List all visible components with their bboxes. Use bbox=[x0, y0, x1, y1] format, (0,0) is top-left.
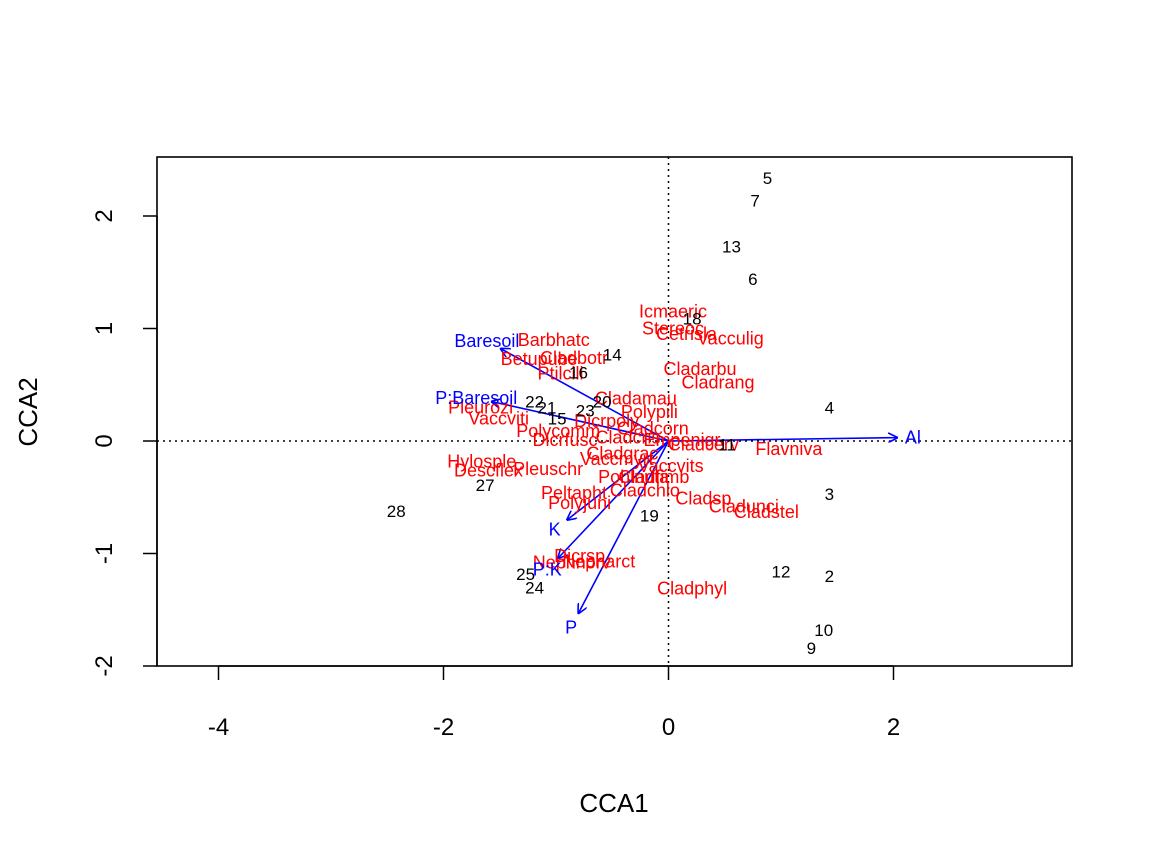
env-arrow bbox=[501, 349, 669, 442]
species-label: Pleuschr bbox=[513, 459, 583, 479]
species-label: Vacculig bbox=[697, 329, 764, 349]
species-label: Cladsp bbox=[675, 488, 731, 508]
site-label: 9 bbox=[807, 639, 816, 658]
species-label: Hylosple bbox=[447, 451, 516, 471]
site-label: 4 bbox=[825, 398, 834, 417]
species-label: Vaccmyrt bbox=[580, 449, 654, 469]
species-label: Cladrang bbox=[681, 373, 754, 393]
species-label: Cladcorn bbox=[617, 419, 689, 439]
x-tick-label: -4 bbox=[208, 714, 229, 741]
species-label: Cladcerv bbox=[668, 434, 739, 454]
species-label: Vaccviti bbox=[468, 409, 529, 429]
species-label: Cladbotr bbox=[540, 348, 608, 368]
env-label: P:Baresoil bbox=[435, 388, 517, 408]
env-arrow bbox=[492, 402, 669, 442]
site-label: 10 bbox=[814, 621, 833, 640]
x-tick-label: 2 bbox=[887, 714, 900, 741]
x-axis-title: CCA1 bbox=[579, 788, 648, 818]
site-label: 19 bbox=[640, 506, 659, 525]
site-label: 7 bbox=[750, 191, 759, 210]
site-label: 27 bbox=[476, 476, 495, 495]
env-label: P:K bbox=[533, 560, 562, 580]
y-tick-label: 2 bbox=[91, 209, 118, 222]
species-label: Flavniva bbox=[755, 439, 823, 459]
species-label: Cladarbu bbox=[663, 359, 736, 379]
site-label: 24 bbox=[525, 578, 544, 597]
species-label: Cladunci bbox=[709, 496, 779, 516]
species-label: Barbhatc bbox=[518, 330, 590, 350]
site-label: 21 bbox=[538, 398, 557, 417]
env-arrow bbox=[558, 440, 670, 558]
environment-labels: Baresoil P:Baresoil Al K P:K P bbox=[435, 331, 921, 637]
species-label: Stereoc bbox=[642, 319, 704, 339]
species-label: Cetrisla bbox=[656, 324, 718, 344]
site-label: 15 bbox=[548, 410, 567, 429]
env-label: Baresoil bbox=[454, 331, 519, 351]
species-label: Polypili bbox=[621, 402, 678, 422]
site-label: 16 bbox=[569, 363, 588, 382]
site-label: 3 bbox=[825, 485, 834, 504]
site-label: 5 bbox=[763, 169, 772, 188]
env-arrow bbox=[567, 440, 669, 520]
env-label: Al bbox=[905, 427, 921, 447]
species-label: Dicrpoly bbox=[574, 411, 639, 431]
site-label: 25 bbox=[516, 565, 535, 584]
x-tick-label: -2 bbox=[433, 714, 454, 741]
species-label: Dicrfusc bbox=[532, 430, 597, 450]
species-label: Cladcris bbox=[595, 428, 660, 448]
x-tick-label: 0 bbox=[662, 714, 675, 741]
site-label: 23 bbox=[576, 402, 595, 421]
species-label: Peltapht bbox=[541, 483, 607, 503]
species-label: Ptilcili bbox=[537, 364, 583, 384]
species-label: Pleurozi bbox=[448, 397, 513, 417]
reference-lines bbox=[157, 157, 1072, 666]
y-tick-label: 0 bbox=[91, 434, 118, 447]
species-label: Empenigr bbox=[643, 430, 720, 450]
species-label: Cladphyl bbox=[657, 578, 727, 598]
env-label: K bbox=[549, 520, 561, 540]
site-label: 13 bbox=[722, 237, 741, 256]
species-label: Cladamau bbox=[595, 388, 677, 408]
y-axis: -2 -1 0 1 2 bbox=[91, 209, 158, 677]
species-label: Cladstel bbox=[734, 502, 799, 522]
environment-arrows bbox=[492, 349, 897, 613]
species-label: Vaccvits bbox=[638, 456, 704, 476]
species-label: Cladfimb bbox=[618, 467, 689, 487]
species-label: Pohlnuta bbox=[598, 467, 670, 487]
site-label: 2 bbox=[825, 567, 834, 586]
y-tick-label: -1 bbox=[91, 543, 118, 564]
species-label: Polycomm bbox=[516, 421, 600, 441]
env-label: P bbox=[565, 617, 577, 637]
species-label: Nepharct bbox=[562, 551, 635, 571]
env-arrow bbox=[668, 438, 897, 441]
species-label: Betupube bbox=[501, 349, 578, 369]
y-tick-label: -2 bbox=[91, 655, 118, 676]
site-label: 28 bbox=[387, 502, 406, 521]
site-label: 6 bbox=[748, 270, 757, 289]
species-label: Cladgrac bbox=[586, 443, 658, 463]
species-label: Cladchlo bbox=[610, 481, 680, 501]
species-label: Dicrsp bbox=[554, 546, 605, 566]
species-label: Icmaeric bbox=[639, 302, 707, 322]
plot-frame bbox=[156, 156, 1073, 667]
species-label: Nephnorv bbox=[533, 553, 611, 573]
y-axis-title: CCA2 bbox=[13, 377, 43, 446]
x-axis: -4 -2 0 2 bbox=[208, 665, 900, 741]
env-arrow bbox=[579, 440, 670, 613]
species-label: Descflex bbox=[454, 460, 523, 480]
site-label: 20 bbox=[593, 393, 612, 412]
site-label: 22 bbox=[525, 393, 544, 412]
site-label: 12 bbox=[772, 563, 791, 582]
y-tick-label: 1 bbox=[91, 322, 118, 335]
site-label: 14 bbox=[603, 345, 622, 364]
site-label: 11 bbox=[718, 435, 736, 454]
site-label: 18 bbox=[683, 309, 702, 328]
species-label: Polyjuni bbox=[548, 493, 611, 513]
